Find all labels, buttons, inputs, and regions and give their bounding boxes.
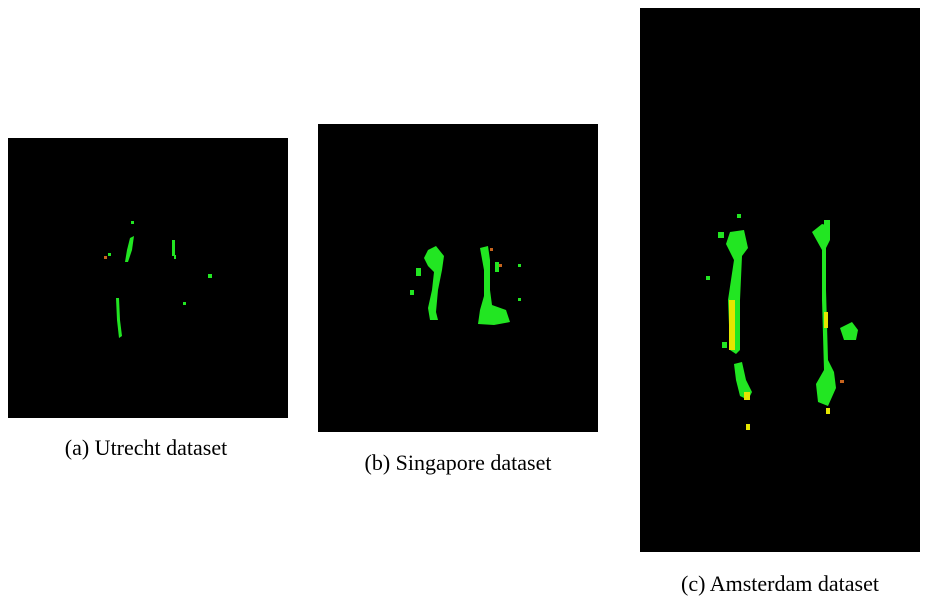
image-amsterdam	[640, 8, 920, 552]
caption: (b) Singapore dataset	[365, 450, 552, 475]
caption: (c) Amsterdam dataset	[681, 571, 879, 596]
image-utrecht	[8, 138, 288, 418]
figure: (a) Utrecht dataset (b) Singapore datase…	[0, 0, 930, 597]
caption: (a) Utrecht dataset	[65, 435, 227, 460]
image-singapore	[318, 124, 598, 432]
page: (a) Utrecht dataset (b) Singapore datase…	[0, 0, 930, 597]
